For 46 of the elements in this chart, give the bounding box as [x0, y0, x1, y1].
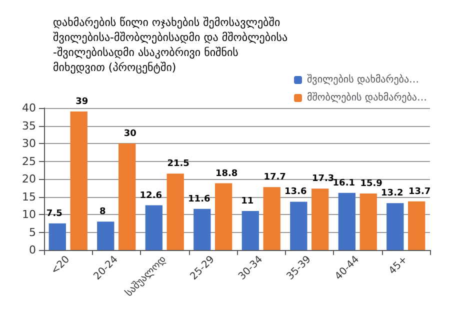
data-label: 21.5 [167, 159, 190, 170]
x-tick-label: 45+ [387, 254, 410, 277]
y-tick-label: 30 [22, 137, 36, 150]
bar [118, 144, 136, 250]
x-tick-label: <20 [49, 254, 72, 277]
bar [215, 183, 232, 250]
bar [48, 223, 66, 250]
data-label: 39 [76, 97, 88, 108]
data-label: 11.6 [188, 194, 210, 204]
y-tick-label: 40 [22, 102, 36, 114]
bar [386, 203, 404, 250]
legend-label: შვილების დახმარება… [307, 74, 420, 86]
data-label: 11 [241, 196, 254, 206]
y-tick-label: 35 [22, 119, 36, 132]
bar [338, 192, 356, 250]
y-tick-label: 15 [22, 190, 36, 204]
data-label: 17.3 [312, 174, 334, 184]
data-label: 16.1 [332, 178, 356, 188]
bar [263, 187, 280, 250]
data-label: 7.5 [46, 208, 62, 219]
chart-title: დახმარების წილი ოჯახების შემოსავლებში შვილებისა-მშობლებისადმი და მშობლებისა -შვილებისადმი ასაკობრივი ნიშნის მიხედვით (პროცენტში) [53, 16, 292, 74]
data-label: 17.7 [264, 172, 286, 183]
data-label: 12.6 [140, 190, 162, 201]
bar [166, 174, 184, 250]
y-tick-label: 5 [29, 226, 36, 239]
data-label: 15.9 [360, 179, 382, 190]
data-label: 13.7 [408, 186, 431, 197]
bar [360, 194, 377, 250]
data-label: 13.2 [381, 188, 404, 199]
legend-label: მშობლების დახმარება… [307, 92, 428, 104]
bar [70, 112, 88, 250]
bar [242, 210, 259, 250]
y-tick-label: 25 [22, 154, 36, 168]
bar [194, 208, 211, 250]
data-label: 18.8 [215, 168, 238, 179]
bar [312, 188, 329, 250]
bar [145, 205, 162, 250]
data-label: 8 [100, 207, 106, 218]
bar [408, 201, 426, 250]
data-label: 30 [124, 129, 136, 139]
y-tick-label: 0 [29, 244, 36, 256]
y-tick-label: 10 [22, 208, 36, 221]
y-tick-label: 20 [22, 172, 36, 186]
bar [290, 202, 308, 250]
data-label: 13.6 [284, 187, 307, 198]
bar [97, 222, 114, 250]
